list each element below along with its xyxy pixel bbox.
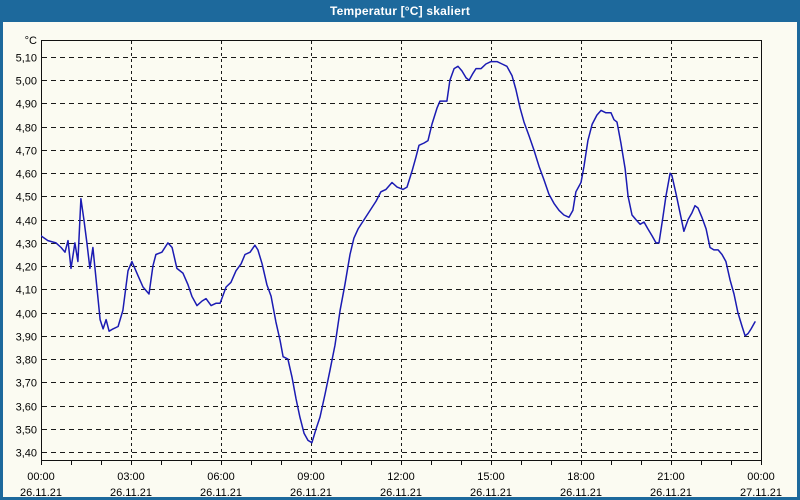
y-tick-label: 4,90 [16, 99, 37, 111]
y-tick-label: 4,80 [16, 123, 37, 135]
y-tick-label: 3,90 [16, 332, 37, 344]
x-tick-date-label: 26.11.21 [20, 487, 62, 499]
plot-border [40, 39, 763, 462]
x-tick-time-label: 00:00 [747, 471, 775, 483]
y-tick-label: 4,40 [16, 216, 37, 228]
x-tick-time-label: 06:00 [207, 471, 235, 483]
x-tick-time-label: 21:00 [657, 471, 685, 483]
y-tick-label: 4,70 [16, 146, 37, 158]
y-tick-label: 3,80 [16, 355, 37, 367]
temperature-series-line [41, 60, 756, 444]
y-tick-label: 3,60 [16, 402, 37, 414]
x-tick-date-label: 26.11.21 [560, 487, 602, 499]
x-tick-date-label: 26.11.21 [110, 487, 152, 499]
x-tick-time-label: 18:00 [567, 471, 595, 483]
y-tick-label: 5,10 [16, 53, 37, 65]
x-tick-time-label: 09:00 [297, 471, 325, 483]
x-tick-date-label: 26.11.21 [650, 487, 692, 499]
x-tick-time-label: 15:00 [477, 471, 505, 483]
y-tick-label: 3,50 [16, 425, 37, 437]
x-tick-time-label: 12:00 [387, 471, 415, 483]
y-tick-label: 5,00 [16, 76, 37, 88]
window-titlebar: Temperatur [°C] skaliert [3, 3, 797, 22]
y-tick-label: 3,70 [16, 378, 37, 390]
y-tick-label: 4,50 [16, 192, 37, 204]
x-tick-date-label: 26.11.21 [380, 487, 422, 499]
y-tick-label: 4,60 [16, 169, 37, 181]
x-tick-date-label: 26.11.21 [290, 487, 332, 499]
x-tick-date-label: 27.11.21 [740, 487, 782, 499]
y-tick-label: 3,40 [16, 448, 37, 460]
window-title: Temperatur [°C] skaliert [329, 4, 471, 18]
x-tick-time-label: 00:00 [27, 471, 55, 483]
y-tick-label: 4,30 [16, 239, 37, 251]
y-tick-label: 4,10 [16, 285, 37, 297]
x-tick-time-label: 03:00 [117, 471, 145, 483]
x-tick-date-label: 26.11.21 [200, 487, 242, 499]
x-tick-date-label: 26.11.21 [470, 487, 512, 499]
y-axis-unit-label: °C [25, 35, 37, 47]
y-tick-label: 4,20 [16, 262, 37, 274]
y-tick-label: 4,00 [16, 309, 37, 321]
